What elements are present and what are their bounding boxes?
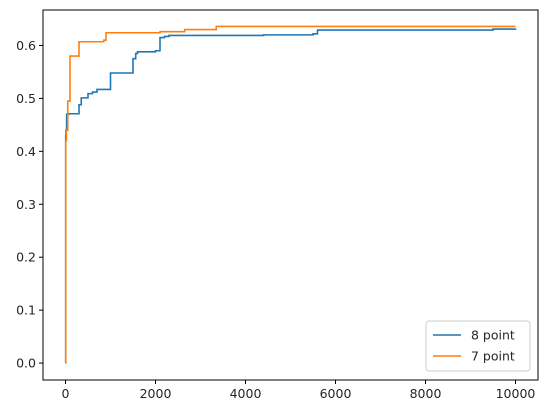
series-line-2: [64, 25, 516, 364]
x-tick-label: 0: [62, 386, 70, 401]
axes-frame: [42, 9, 539, 381]
x-tick-label: 6000: [320, 386, 352, 401]
legend-label-2: 7 point: [471, 349, 515, 364]
y-tick-label: 0.5: [16, 91, 36, 106]
x-tick-label: 8000: [410, 386, 442, 401]
series-layer: [64, 25, 517, 364]
y-tick-label: 0.4: [16, 144, 36, 159]
series-line-1: [64, 28, 517, 364]
legend-box: [425, 320, 531, 372]
legend: 8 point 7 point: [425, 320, 531, 372]
y-axis: 0.0 0.1 0.2 0.3 0.4 0.5 0.6: [16, 38, 43, 371]
legend-label-1: 8 point: [471, 328, 515, 343]
x-axis: 0 2000 4000 6000 8000 10000: [62, 380, 536, 401]
x-tick-label: 10000: [496, 386, 536, 401]
x-tick-label: 2000: [140, 386, 172, 401]
y-tick-label: 0.0: [16, 356, 36, 371]
y-tick-label: 0.3: [16, 197, 36, 212]
y-tick-label: 0.1: [16, 303, 36, 318]
y-tick-label: 0.2: [16, 250, 36, 265]
x-tick-label: 4000: [230, 386, 262, 401]
y-tick-label: 0.6: [16, 38, 36, 53]
